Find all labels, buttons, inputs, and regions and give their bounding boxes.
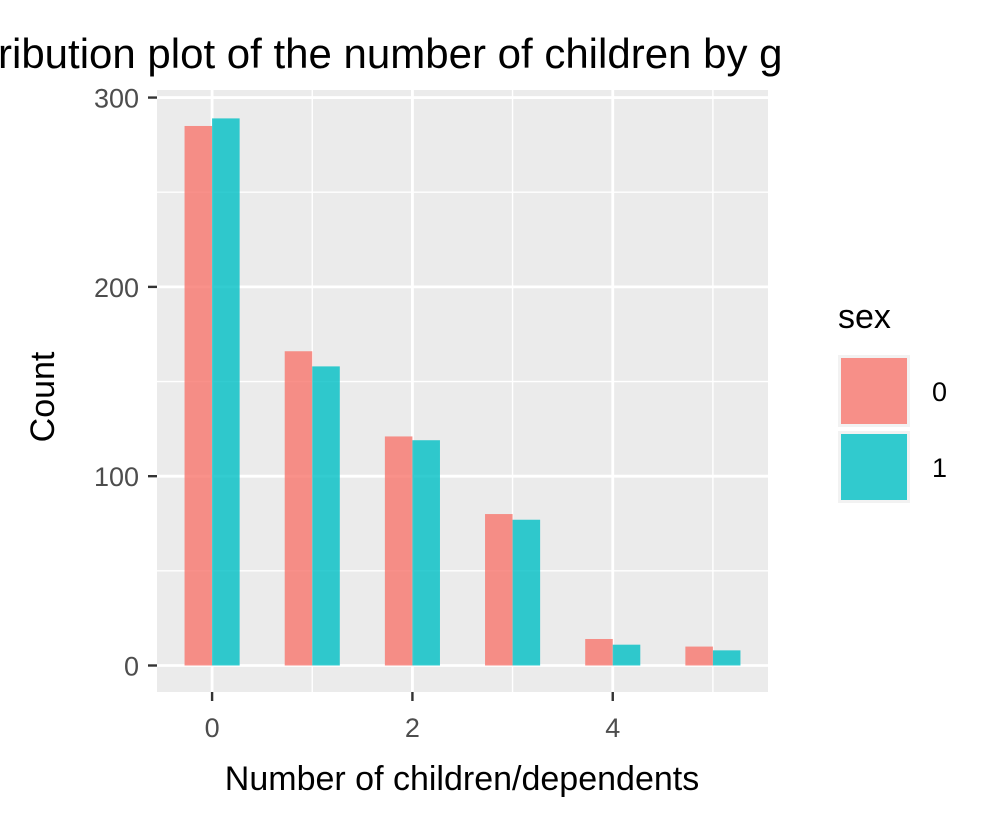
bar-sex-1-children-2 xyxy=(412,440,440,666)
bars xyxy=(184,118,741,666)
legend-label-0: 0 xyxy=(932,377,947,407)
y-axis-title: Count xyxy=(24,351,62,442)
x-tick-label: 2 xyxy=(405,713,420,743)
bar-sex-1-children-3 xyxy=(512,519,541,666)
chart-title: ribution plot of the number of children … xyxy=(0,30,782,77)
y-tick-label: 200 xyxy=(94,273,139,303)
x-axis-title: Number of children/dependents xyxy=(225,760,699,798)
bar-sex-1-children-0 xyxy=(212,118,240,666)
plot-panel xyxy=(157,90,768,692)
bar-sex-1-children-1 xyxy=(312,366,340,666)
y-axis: 0 100 200 300 xyxy=(94,84,157,681)
bar-sex-1-children-4 xyxy=(612,644,641,666)
x-tick-label: 0 xyxy=(205,713,220,743)
legend-items: 01 xyxy=(838,355,947,503)
bar-sex-0-children-5 xyxy=(685,646,713,666)
legend: sex 01 xyxy=(838,298,947,503)
legend-title: sex xyxy=(838,298,891,336)
bar-sex-0-children-1 xyxy=(284,351,313,666)
bar-sex-0-children-2 xyxy=(384,436,413,666)
y-tick-label: 100 xyxy=(94,462,139,492)
bar-sex-0-children-4 xyxy=(585,638,613,666)
y-tick-label: 300 xyxy=(94,84,139,114)
legend-key-1 xyxy=(841,434,907,500)
bar-sex-1-children-5 xyxy=(712,650,741,666)
y-tick-label: 0 xyxy=(124,651,139,681)
legend-key-0 xyxy=(841,358,907,424)
bar-sex-0-children-0 xyxy=(184,125,213,666)
bar-sex-0-children-3 xyxy=(485,514,513,666)
x-tick-label: 4 xyxy=(605,713,620,743)
grid-minor xyxy=(157,90,768,692)
x-axis: 0 2 4 xyxy=(205,692,620,743)
legend-label-1: 1 xyxy=(932,453,947,483)
